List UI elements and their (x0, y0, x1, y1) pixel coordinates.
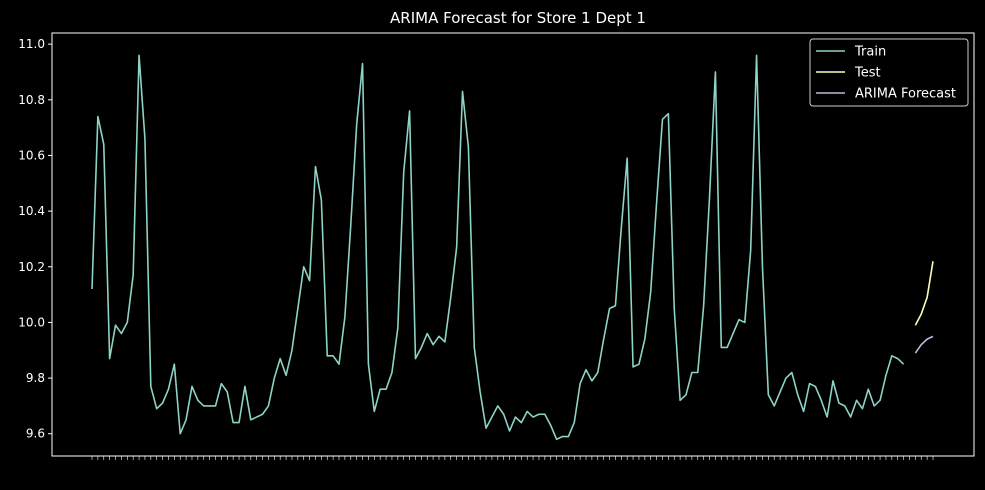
y-tick-label: 10.2 (18, 260, 45, 274)
series-line-arima-forecast (914, 335, 934, 354)
series-layer (91, 54, 934, 441)
y-tick-label: 10.0 (18, 315, 45, 329)
chart-title: ARIMA Forecast for Store 1 Dept 1 (390, 9, 646, 27)
series-line-test (914, 261, 934, 326)
y-axis-ticks: 9.6 9.8 10.0 10.2 10.4 10.6 10.8 11.0 (18, 37, 52, 441)
y-tick-label: 10.4 (18, 204, 45, 218)
y-tick-label: 10.8 (18, 93, 45, 107)
x-axis-ticks (91, 456, 934, 460)
y-tick-label: 9.8 (26, 371, 45, 385)
legend-label-test: Test (854, 66, 881, 81)
legend-box (809, 38, 969, 107)
series-line-train (91, 54, 905, 441)
y-tick-label: 11.0 (18, 37, 45, 51)
legend-label-train: Train (854, 45, 886, 60)
plot-frame (51, 32, 975, 457)
legend: Train Test ARIMA Forecast (809, 38, 969, 107)
y-tick-label: 10.6 (18, 148, 45, 162)
y-tick-label: 9.6 (26, 427, 45, 441)
legend-label-arima-forecast: ARIMA Forecast (855, 87, 956, 102)
